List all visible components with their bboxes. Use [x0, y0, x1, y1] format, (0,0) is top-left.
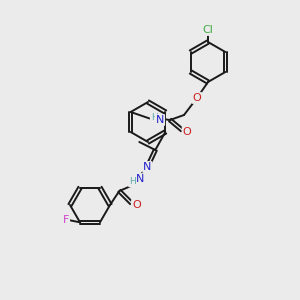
Text: O: O [183, 127, 191, 137]
Text: F: F [63, 215, 69, 225]
Text: N: N [156, 115, 164, 125]
Text: H: H [151, 112, 158, 122]
Text: N: N [136, 174, 145, 184]
Text: Cl: Cl [202, 25, 213, 35]
Text: O: O [193, 93, 201, 103]
Text: H: H [129, 178, 136, 187]
Text: O: O [132, 200, 141, 210]
Text: N: N [143, 162, 152, 172]
